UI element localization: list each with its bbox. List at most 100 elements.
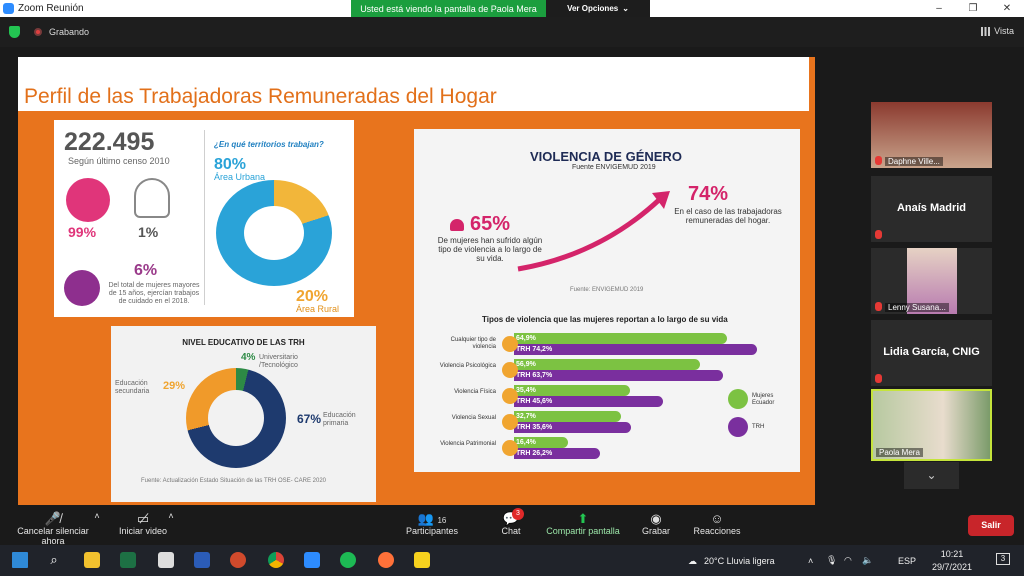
file-explorer-icon[interactable] bbox=[84, 552, 100, 568]
man-icon bbox=[134, 178, 170, 218]
violence-type-icon bbox=[502, 362, 518, 378]
bar-mujeres bbox=[514, 385, 630, 396]
share-screen-icon: ⬆ bbox=[577, 511, 589, 526]
video-options-caret[interactable]: ˄ bbox=[166, 511, 176, 521]
population-panel: 222.495 Según último censo 2010 99% 1% 6… bbox=[54, 120, 354, 317]
unmute-button[interactable]: 🎤̸ Cancelar silenciar ahora bbox=[6, 511, 100, 546]
weather-icon: ☁ bbox=[688, 556, 697, 566]
census-note: Según último censo 2010 bbox=[68, 156, 170, 166]
violence-title: VIOLENCIA DE GÉNERO bbox=[530, 149, 682, 164]
restore-icon[interactable]: ❐ bbox=[968, 3, 978, 14]
participant-tile[interactable]: Daphne Ville... bbox=[871, 102, 992, 168]
spotify-icon[interactable] bbox=[340, 552, 356, 568]
women-violence-percent: 65% bbox=[470, 213, 511, 235]
education-source: Fuente: Actualización Estado Situación d… bbox=[141, 478, 326, 484]
gallery-scroll-down-button[interactable]: ⌄ bbox=[904, 462, 959, 489]
participant-name: Daphne Ville... bbox=[885, 157, 943, 166]
violence-type-icon bbox=[502, 414, 518, 430]
weather-text[interactable]: 20°C Lluvia ligera bbox=[704, 556, 775, 566]
participant-name: Anaís Madrid bbox=[896, 202, 967, 214]
search-icon[interactable]: ⌕ bbox=[50, 552, 58, 567]
violence-subtitle: Fuente ENVIGEMUD 2019 bbox=[572, 164, 656, 171]
urban-label: Área Urbana bbox=[214, 172, 266, 182]
start-video-button[interactable]: ▭̸ Iniciar video bbox=[114, 511, 172, 536]
keyboard-language[interactable]: ESP bbox=[898, 556, 917, 566]
bar-mujeres bbox=[514, 333, 727, 344]
violence-panel: VIOLENCIA DE GÉNERO Fuente ENVIGEMUD 201… bbox=[414, 129, 800, 472]
audio-options-caret[interactable]: ˄ bbox=[92, 511, 102, 521]
security-shield-icon[interactable] bbox=[9, 26, 20, 38]
heart-icon bbox=[450, 219, 464, 231]
clock-time[interactable]: 10:21 bbox=[940, 549, 964, 559]
mic-tray-icon[interactable]: 🎙 bbox=[826, 555, 838, 565]
territory-donut bbox=[216, 180, 332, 286]
reactions-button[interactable]: ☺ Reacciones bbox=[690, 511, 744, 536]
share-screen-button[interactable]: ⬆ Compartir pantalla bbox=[542, 511, 624, 536]
chart-title: Tipos de violencia que las mujeres repor… bbox=[482, 315, 728, 324]
univ-label: Universitario /Tecnológico bbox=[259, 354, 298, 369]
trh-violence-percent: 74% bbox=[688, 183, 729, 205]
chevron-down-icon: ⌄ bbox=[622, 4, 629, 13]
powerpoint-icon[interactable] bbox=[230, 552, 246, 568]
participant-video bbox=[871, 102, 992, 168]
clock-date[interactable]: 29/7/2021 bbox=[931, 562, 973, 572]
app-title-group: Zoom Reunión bbox=[3, 3, 84, 14]
minimize-icon[interactable]: – bbox=[936, 3, 942, 14]
bar-value-label: TRH 35,6% bbox=[516, 424, 553, 431]
woman-icon bbox=[66, 178, 110, 222]
participants-button[interactable]: 👥 16 Participantes bbox=[402, 511, 462, 536]
record-icon: ◉ bbox=[650, 511, 662, 526]
legend-purple-label: TRH bbox=[752, 424, 765, 430]
category-label: Violencia Física bbox=[454, 389, 496, 395]
recording-label[interactable]: Grabando bbox=[49, 27, 90, 37]
excel-icon[interactable] bbox=[120, 552, 136, 568]
shared-slide: Perfil de las Trabajadoras Remuneradas d… bbox=[18, 57, 815, 506]
bar-mujeres bbox=[514, 359, 701, 370]
word-icon[interactable] bbox=[194, 552, 210, 568]
participant-video bbox=[873, 391, 990, 459]
urban-percent: 80% bbox=[214, 156, 247, 173]
women-percent: 99% bbox=[68, 224, 97, 240]
education-title: NIVEL EDUCATIVO DE LAS TRH bbox=[182, 338, 305, 347]
primary-percent: 67% bbox=[297, 412, 322, 426]
sticky-notes-icon[interactable] bbox=[414, 552, 430, 568]
category-label: Violencia Sexual bbox=[451, 415, 496, 421]
participant-tile[interactable]: Lidia García, CNIG bbox=[871, 320, 992, 386]
volume-icon[interactable]: 🔈 bbox=[862, 555, 874, 565]
mic-muted-icon bbox=[875, 302, 882, 311]
care-description: Del total de mujeres mayores de 15 años,… bbox=[108, 282, 200, 305]
panel-divider bbox=[204, 130, 205, 305]
record-button[interactable]: ◉ Grabar bbox=[638, 511, 674, 536]
chrome-icon[interactable] bbox=[268, 552, 284, 568]
zoom-logo-icon bbox=[3, 3, 14, 14]
education-donut bbox=[186, 368, 286, 468]
active-speaker-tile[interactable]: Paola Mera bbox=[871, 389, 992, 461]
rural-percent: 20% bbox=[296, 288, 329, 305]
store-icon[interactable] bbox=[158, 552, 174, 568]
participant-video bbox=[907, 248, 957, 314]
education-panel: NIVEL EDUCATIVO DE LAS TRH 4% Universita… bbox=[111, 326, 376, 502]
notifications-icon[interactable]: 3 bbox=[996, 553, 1010, 565]
chevron-up-icon: ˄ bbox=[168, 511, 174, 521]
view-options-button[interactable]: Ver Opciones ⌄ bbox=[546, 0, 650, 17]
trh-violence-desc: En el caso de las trabajadoras remunerad… bbox=[674, 207, 782, 225]
bar-value-label: 16,4% bbox=[516, 439, 536, 446]
mic-muted-icon bbox=[875, 374, 882, 383]
participant-tile[interactable]: Anaís Madrid bbox=[871, 176, 992, 242]
zoom-taskbar-icon[interactable] bbox=[304, 552, 320, 568]
close-icon[interactable]: ✕ bbox=[1002, 3, 1012, 14]
bar-trh bbox=[514, 422, 631, 433]
reaction-smile-icon: ☺ bbox=[710, 511, 724, 526]
network-icon[interactable]: ◠ bbox=[844, 555, 852, 565]
view-button[interactable]: Vista bbox=[981, 26, 1014, 36]
bar-trh bbox=[514, 344, 757, 355]
meeting-topbar: Grabando Vista bbox=[0, 17, 1024, 47]
windows-start-icon[interactable] bbox=[12, 552, 28, 568]
leave-button[interactable]: Salir bbox=[968, 515, 1014, 536]
firefox-icon[interactable] bbox=[378, 552, 394, 568]
primary-label: Educación primaria bbox=[323, 412, 356, 427]
participant-tile[interactable]: Lenny Susana... bbox=[871, 248, 992, 314]
tray-chevron-icon[interactable]: ˄ bbox=[808, 556, 814, 566]
share-banner-text: Usted está viendo la pantalla de Paola M… bbox=[360, 3, 537, 14]
bar-value-label: 32,7% bbox=[516, 413, 536, 420]
